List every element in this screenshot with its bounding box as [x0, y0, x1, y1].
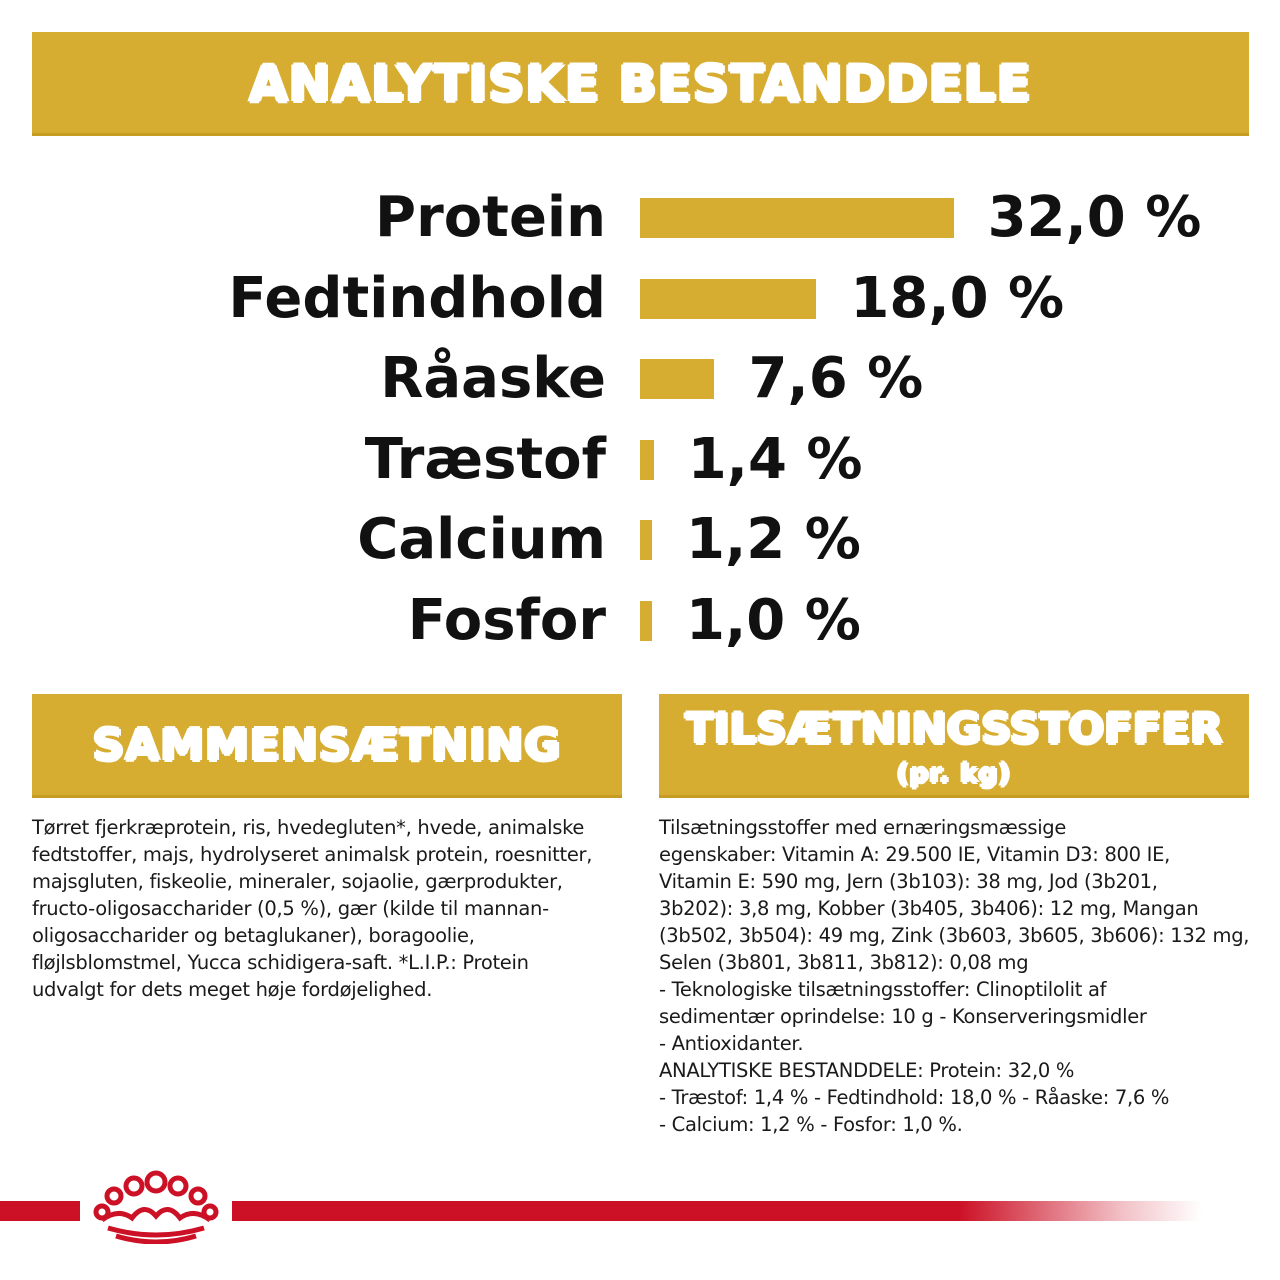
nutrient-bar — [640, 359, 715, 399]
nutrient-row: Fosfor 1,0 % — [0, 581, 1280, 661]
nutrient-row: Træstof 1,4 % — [0, 420, 1280, 500]
additives-title: TILSÆTNINGSSTOFFER — [685, 704, 1223, 753]
nutrient-row: Fedtindhold 18,0 % — [0, 259, 1280, 339]
nutrient-value: 1,0 % — [686, 587, 861, 653]
nutrient-row: Calcium 1,2 % — [0, 500, 1280, 580]
additives-subtitle: (pr. kg) — [896, 759, 1012, 789]
footer-red-line-right — [232, 1201, 1202, 1221]
nutrient-bar — [640, 600, 652, 641]
nutrient-label: Fosfor — [407, 587, 606, 653]
nutrient-bar — [640, 198, 954, 238]
composition-text: Tørret fjerkræprotein, ris, hvedegluten*… — [32, 816, 593, 1001]
footer-red-line-left — [0, 1201, 80, 1221]
nutrient-row: Protein 32,0 % — [0, 178, 1280, 258]
nutrient-value: 32,0 % — [987, 185, 1202, 250]
nutrient-label: Calcium — [357, 507, 606, 572]
additives-header-banner: TILSÆTNINGSSTOFFER (pr. kg) — [659, 694, 1249, 798]
main-header-title: ANALYTISKE BESTANDDELE — [249, 55, 1032, 113]
nutrient-label: Råaske — [380, 346, 606, 411]
composition-title: SAMMENSÆTNING — [92, 720, 562, 771]
nutrient-label: Fedtindhold — [228, 265, 606, 331]
nutrient-bar — [640, 520, 652, 560]
nutrient-value: 1,2 % — [686, 507, 861, 572]
nutrient-row: Råaske 7,6 % — [0, 339, 1280, 419]
crown-icon — [93, 1170, 219, 1244]
nutrient-value: 1,4 % — [687, 426, 863, 492]
nutrient-label: Protein — [375, 185, 606, 250]
composition-header-banner: SAMMENSÆTNING — [32, 694, 622, 798]
nutrient-bar — [640, 439, 654, 480]
nutrient-bar — [640, 278, 817, 319]
nutrient-value: 18,0 % — [850, 265, 1065, 331]
nutrient-value: 7,6 % — [748, 346, 924, 411]
main-header-banner: ANALYTISKE BESTANDDELE — [32, 32, 1249, 136]
additives-text: Tilsætningsstoffer med ernæringsmæssige … — [659, 816, 1250, 1136]
nutrient-label: Træstof — [364, 426, 606, 492]
